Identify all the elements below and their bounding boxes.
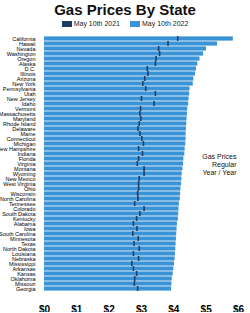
svg-text:$6: $6	[233, 304, 245, 312]
svg-text:Colorado: Colorado	[13, 205, 36, 212]
html-text:May 10th 2021: May 10th 2021	[73, 20, 120, 27]
svg-text:D.C.: D.C.	[24, 65, 36, 72]
svg-text:Utah: Utah	[23, 90, 36, 97]
svg-text:Vermont: Vermont	[15, 105, 36, 112]
svg-text:$0: $0	[39, 304, 51, 312]
svg-text:North Carolina: North Carolina	[0, 195, 36, 202]
svg-text:New York: New York	[12, 80, 36, 87]
svg-text:Delaware: Delaware	[12, 125, 36, 132]
svg-text:Wyoming: Wyoming	[12, 170, 36, 177]
svg-text:Indiana: Indiana	[17, 150, 36, 157]
svg-text:Idaho: Idaho	[21, 100, 36, 107]
svg-text:Rhode Island: Rhode Island	[3, 120, 36, 127]
svg-text:Washington: Washington	[6, 50, 36, 57]
svg-text:$2: $2	[104, 304, 116, 312]
svg-text:Mississippi: Mississippi	[8, 260, 36, 267]
svg-text:Virginia: Virginia	[17, 160, 36, 167]
svg-text:New Mexico: New Mexico	[5, 175, 36, 182]
svg-text:Montana: Montana	[14, 165, 36, 172]
svg-text:Texas: Texas	[21, 240, 36, 247]
svg-text:Wisconsin: Wisconsin	[10, 190, 36, 197]
svg-text:Iowa: Iowa	[23, 225, 36, 232]
svg-text:Ohio: Ohio	[23, 185, 36, 192]
html-text:Gas Prices By State: Gas Prices By State	[54, 1, 196, 18]
svg-text:Georgia: Georgia	[16, 286, 37, 292]
svg-text:$4: $4	[168, 304, 180, 312]
svg-text:Alaska: Alaska	[19, 60, 36, 67]
svg-text:Kansas: Kansas	[17, 270, 36, 277]
svg-text:Nevada: Nevada	[16, 45, 36, 52]
svg-text:$5: $5	[201, 304, 213, 312]
svg-text:Louisiana: Louisiana	[12, 250, 36, 257]
svg-text:Illinois: Illinois	[20, 70, 36, 77]
svg-text:South Dakota: South Dakota	[2, 210, 36, 217]
svg-text:California: California	[12, 35, 36, 42]
svg-text:Oregon: Oregon	[17, 55, 36, 62]
svg-text:Florida: Florida	[18, 155, 36, 162]
svg-text:New Jersey: New Jersey	[6, 95, 36, 102]
svg-text:Maryland: Maryland	[12, 115, 36, 122]
svg-text:Alabama: Alabama	[13, 220, 36, 227]
svg-text:Maine: Maine	[20, 130, 36, 137]
svg-text:North Dakota: North Dakota	[3, 245, 36, 252]
svg-text:Michigan: Michigan	[13, 140, 36, 147]
svg-text:Hawaii: Hawaii	[19, 40, 36, 47]
svg-text:Connecticut: Connecticut	[6, 135, 36, 142]
svg-text:Arkansas: Arkansas	[12, 265, 36, 272]
svg-text:Tennessee: Tennessee	[8, 200, 36, 207]
svg-text:Minnesota: Minnesota	[10, 235, 36, 242]
svg-text:Oklahoma: Oklahoma	[10, 275, 36, 282]
svg-text:Missouri: Missouri	[15, 280, 36, 287]
svg-text:Arizona: Arizona	[16, 75, 36, 82]
svg-text:Gas PricesRegularYear / Year: Gas PricesRegularYear / Year	[202, 153, 237, 176]
svg-text:Nebraska: Nebraska	[12, 255, 36, 262]
svg-text:$1: $1	[71, 304, 83, 312]
svg-text:Pennsylvania: Pennsylvania	[2, 85, 36, 92]
svg-text:$3: $3	[136, 304, 148, 312]
html-text:May 10th 2022: May 10th 2022	[142, 20, 189, 27]
svg-text:Kentucky: Kentucky	[12, 215, 36, 222]
svg-text:West Virginia: West Virginia	[3, 180, 36, 187]
